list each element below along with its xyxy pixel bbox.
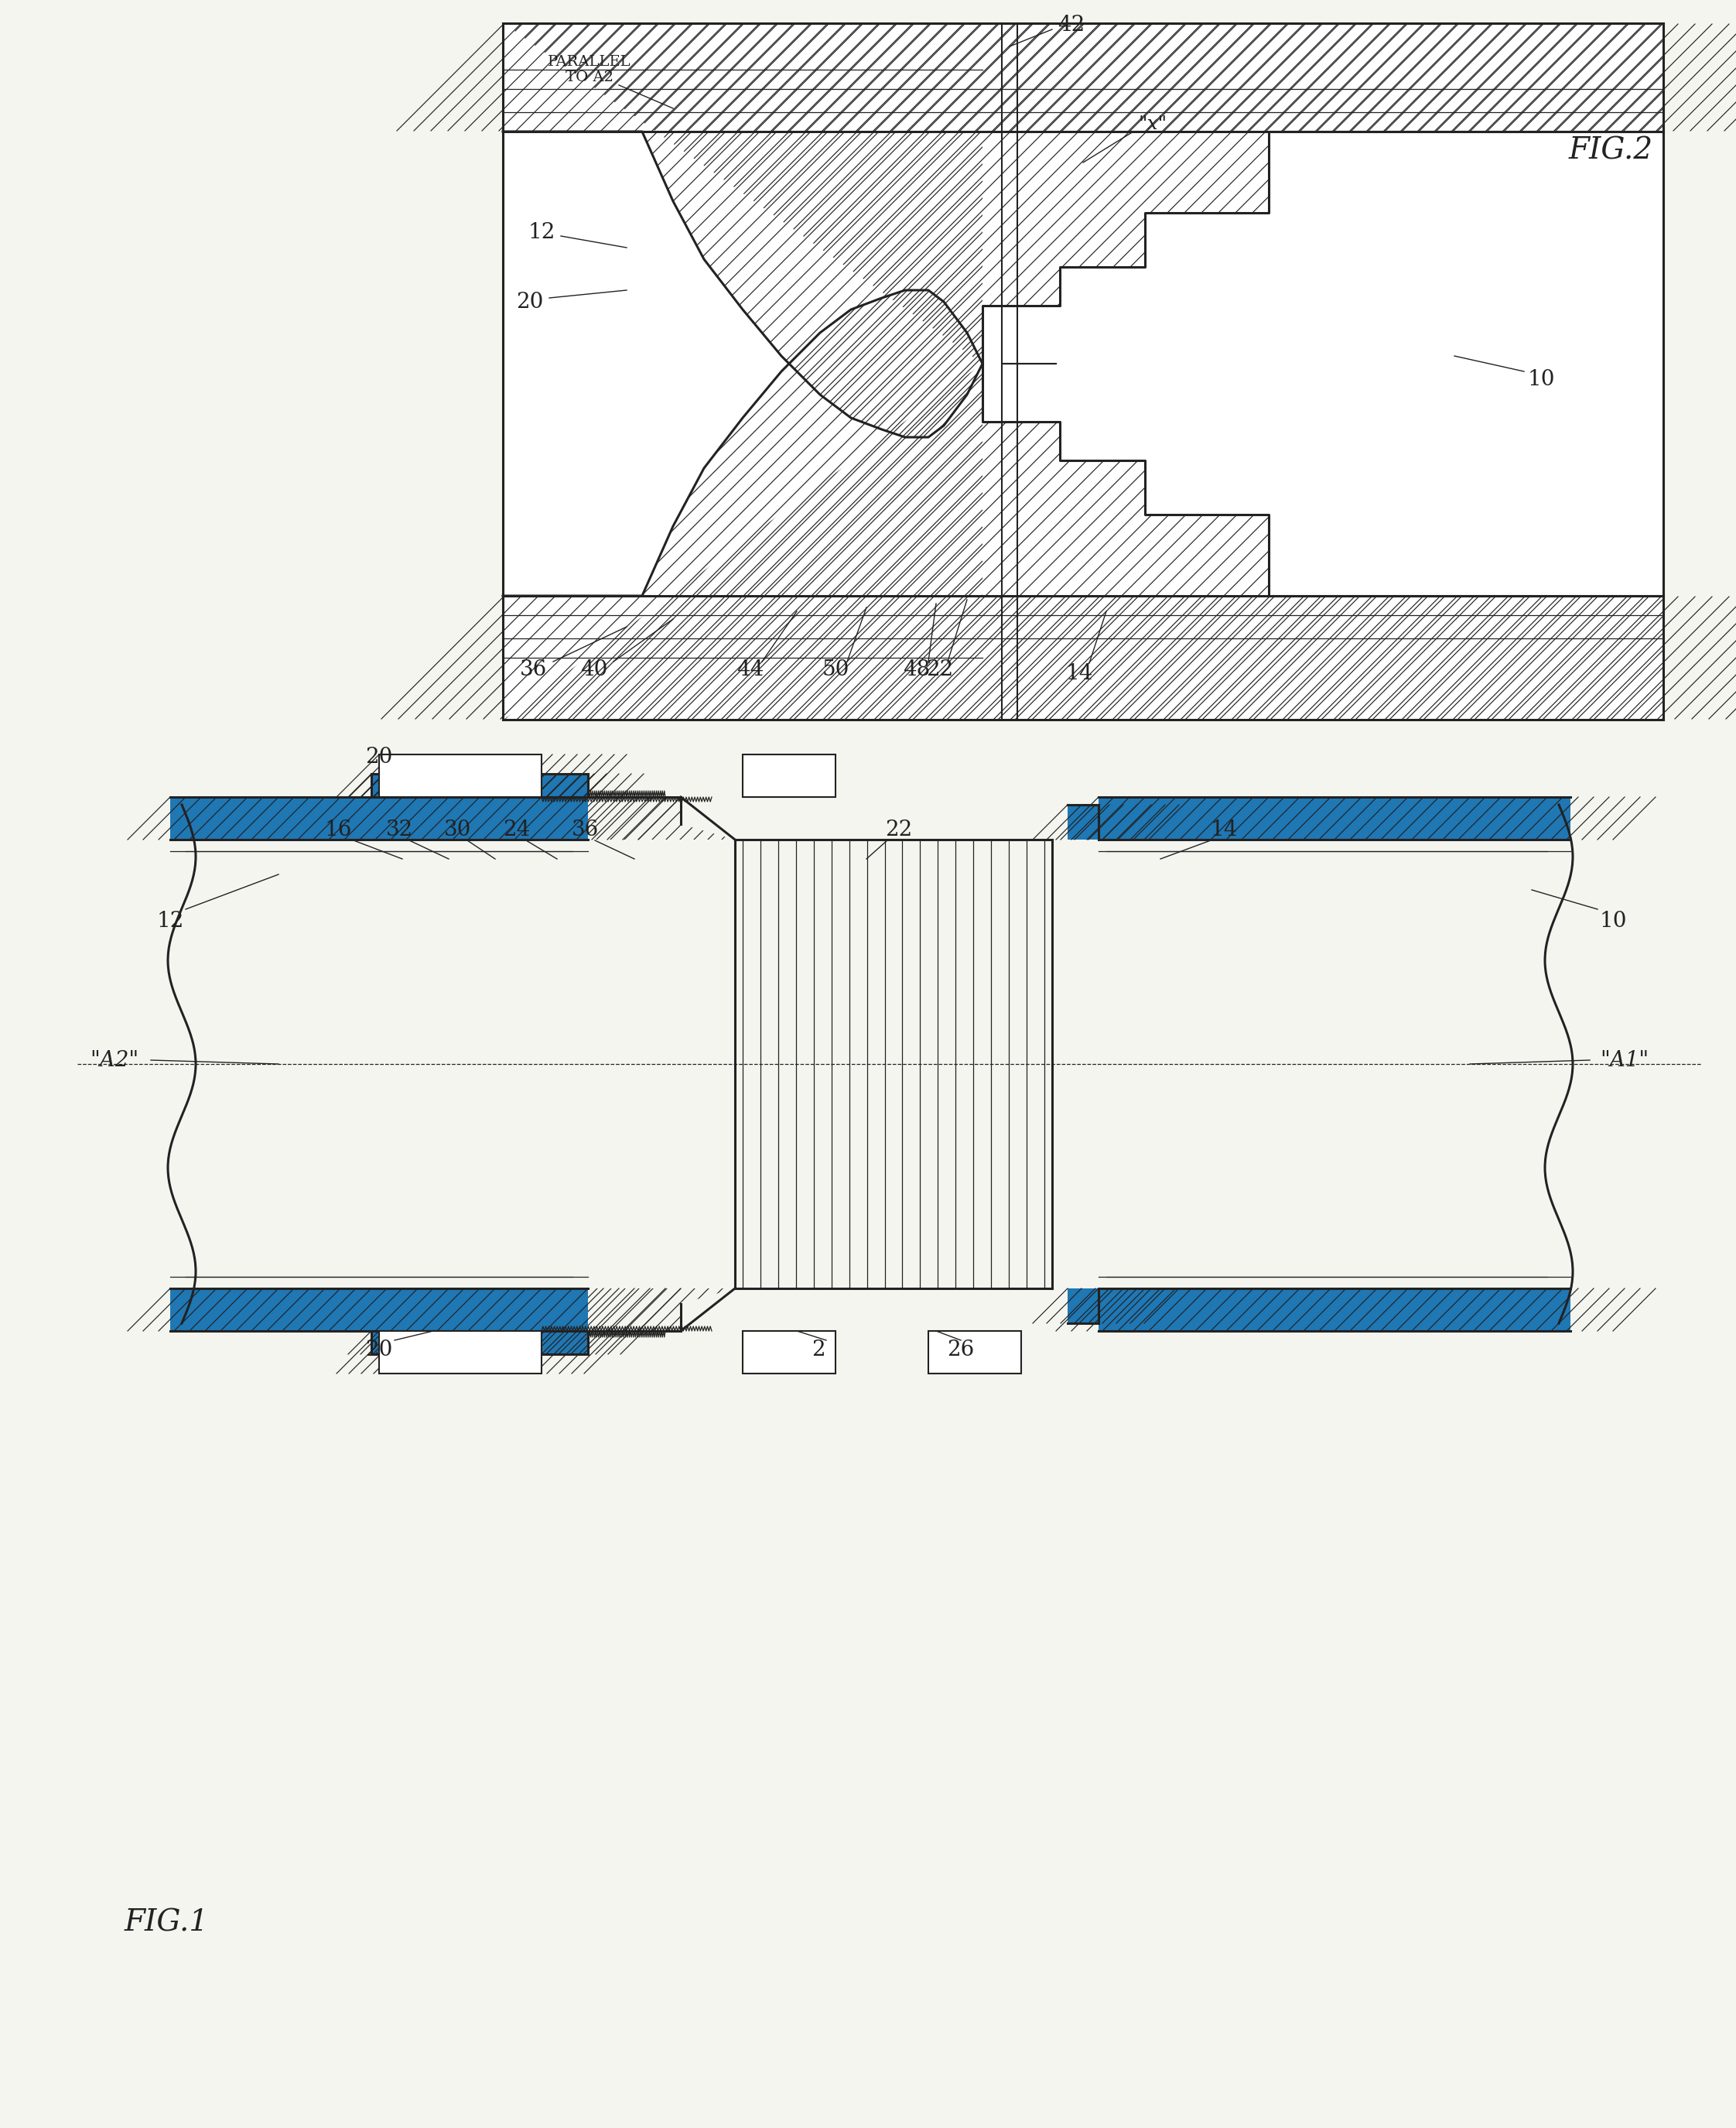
Text: 20: 20 xyxy=(365,1341,392,1360)
Text: FIG.1: FIG.1 xyxy=(123,1909,208,1936)
Bar xyxy=(503,23,1663,130)
Text: 22: 22 xyxy=(927,660,953,679)
Bar xyxy=(503,23,1663,719)
Text: 14: 14 xyxy=(1066,662,1094,683)
Bar xyxy=(743,1330,835,1373)
Text: 36: 36 xyxy=(521,660,547,679)
Text: 20: 20 xyxy=(365,747,392,768)
Text: 22: 22 xyxy=(885,819,913,841)
Text: 10: 10 xyxy=(1599,911,1627,932)
Text: 44: 44 xyxy=(736,660,764,679)
Bar xyxy=(503,596,1663,719)
Bar xyxy=(743,755,835,798)
Text: 14: 14 xyxy=(1210,819,1238,841)
Text: 32: 32 xyxy=(387,819,413,841)
Text: 30: 30 xyxy=(444,819,472,841)
Bar xyxy=(170,1287,589,1330)
Bar xyxy=(170,798,589,841)
Text: "x": "x" xyxy=(1139,115,1167,132)
Text: "A1": "A1" xyxy=(1601,1049,1649,1070)
Text: 10: 10 xyxy=(1528,368,1555,389)
Text: 16: 16 xyxy=(325,819,352,841)
Bar xyxy=(378,1330,542,1373)
Bar xyxy=(1068,1287,1099,1324)
Bar xyxy=(378,755,542,798)
Bar xyxy=(929,1330,1021,1373)
Bar xyxy=(378,755,542,798)
Bar xyxy=(372,1330,589,1353)
Text: PARALLEL
TO A2: PARALLEL TO A2 xyxy=(549,55,632,85)
Text: 40: 40 xyxy=(580,660,608,679)
Text: 2: 2 xyxy=(812,1341,825,1360)
Text: 24: 24 xyxy=(503,819,531,841)
Text: 36: 36 xyxy=(571,819,599,841)
Text: 12: 12 xyxy=(528,221,556,243)
Bar xyxy=(1068,804,1099,841)
Text: 48: 48 xyxy=(903,660,930,679)
Text: "A2": "A2" xyxy=(90,1049,139,1070)
Bar xyxy=(378,1330,542,1373)
Text: 20: 20 xyxy=(516,292,543,313)
Text: FIG.2: FIG.2 xyxy=(1568,136,1653,166)
Bar xyxy=(1099,1287,1571,1330)
Bar xyxy=(372,775,589,798)
Text: 42: 42 xyxy=(1057,15,1085,36)
Bar xyxy=(1099,798,1571,841)
Text: 26: 26 xyxy=(948,1341,974,1360)
Text: 12: 12 xyxy=(156,911,184,932)
Text: 50: 50 xyxy=(821,660,849,679)
